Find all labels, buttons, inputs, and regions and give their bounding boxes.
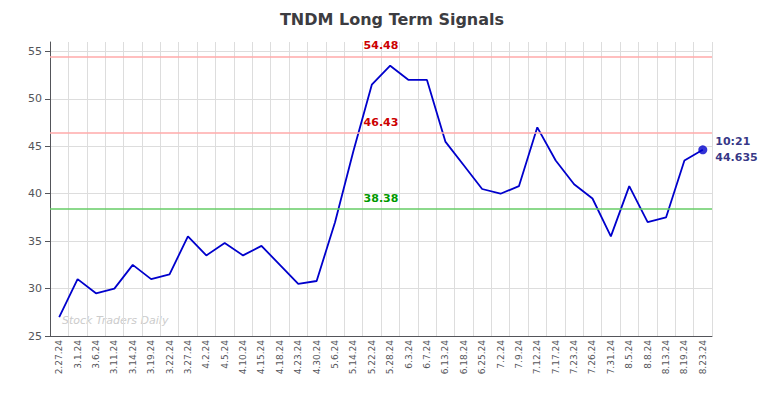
svg-text:4.10.24: 4.10.24: [238, 340, 248, 375]
svg-text:3.27.24: 3.27.24: [183, 340, 193, 375]
svg-text:25: 25: [28, 330, 42, 343]
svg-text:7.23.24: 7.23.24: [569, 340, 579, 375]
svg-text:54.48: 54.48: [364, 39, 399, 52]
svg-text:4.15.24: 4.15.24: [256, 340, 266, 375]
svg-text:7.12.24: 7.12.24: [532, 340, 542, 375]
svg-text:6.3.24: 6.3.24: [404, 340, 414, 369]
svg-text:7.31.24: 7.31.24: [606, 340, 616, 375]
svg-text:4.23.24: 4.23.24: [293, 340, 303, 375]
svg-text:7.9.24: 7.9.24: [514, 340, 524, 369]
svg-text:6.13.24: 6.13.24: [440, 340, 450, 375]
svg-text:38.38: 38.38: [364, 192, 399, 205]
svg-text:4.18.24: 4.18.24: [275, 340, 285, 375]
svg-text:7.2.24: 7.2.24: [496, 340, 506, 369]
svg-text:4.2.24: 4.2.24: [201, 340, 211, 369]
svg-text:10:21: 10:21: [715, 135, 750, 148]
svg-text:3.22.24: 3.22.24: [165, 340, 175, 375]
svg-text:4.30.24: 4.30.24: [312, 340, 322, 375]
svg-text:3.14.24: 3.14.24: [128, 340, 138, 375]
svg-text:7.26.24: 7.26.24: [587, 340, 597, 375]
svg-text:8.23.24: 8.23.24: [698, 340, 708, 375]
svg-text:3.11.24: 3.11.24: [109, 340, 119, 375]
svg-text:5.22.24: 5.22.24: [367, 340, 377, 375]
svg-text:5.28.24: 5.28.24: [385, 340, 395, 375]
svg-text:Stock Traders Daily: Stock Traders Daily: [62, 314, 169, 327]
svg-text:40: 40: [28, 187, 42, 200]
svg-text:6.25.24: 6.25.24: [477, 340, 487, 375]
svg-text:30: 30: [28, 282, 42, 295]
svg-text:8.13.24: 8.13.24: [661, 340, 671, 375]
svg-text:3.1.24: 3.1.24: [73, 340, 83, 369]
svg-text:50: 50: [28, 92, 42, 105]
svg-text:7.17.24: 7.17.24: [551, 340, 561, 375]
svg-text:3.19.24: 3.19.24: [146, 340, 156, 375]
svg-text:5.14.24: 5.14.24: [348, 340, 358, 375]
svg-text:6.18.24: 6.18.24: [459, 340, 469, 375]
svg-text:55: 55: [28, 45, 42, 58]
svg-text:4.5.24: 4.5.24: [220, 340, 230, 369]
svg-text:45: 45: [28, 140, 42, 153]
svg-text:TNDM Long Term Signals: TNDM Long Term Signals: [280, 10, 504, 29]
svg-text:44.635: 44.635: [715, 151, 757, 164]
svg-text:6.7.24: 6.7.24: [422, 340, 432, 369]
svg-text:8.19.24: 8.19.24: [679, 340, 689, 375]
svg-text:46.43: 46.43: [364, 116, 399, 129]
svg-text:8.5.24: 8.5.24: [624, 340, 634, 369]
svg-text:35: 35: [28, 235, 42, 248]
svg-text:5.6.24: 5.6.24: [330, 340, 340, 369]
svg-text:3.6.24: 3.6.24: [91, 340, 101, 369]
svg-text:2.27.24: 2.27.24: [54, 340, 64, 375]
svg-text:8.8.24: 8.8.24: [643, 340, 653, 369]
